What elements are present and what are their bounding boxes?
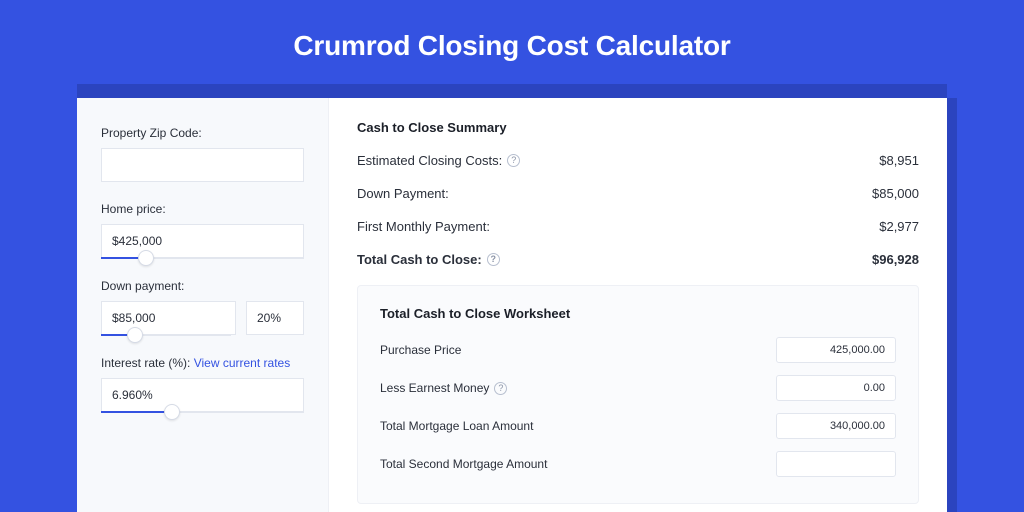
down-payment-field: Down payment: — [101, 279, 304, 336]
home-price-input[interactable] — [101, 224, 304, 258]
worksheet-title: Total Cash to Close Worksheet — [380, 306, 896, 321]
down-payment-pct-input[interactable] — [246, 301, 304, 335]
zip-label: Property Zip Code: — [101, 126, 304, 140]
view-rates-link[interactable]: View current rates — [194, 356, 291, 370]
calculator-card: Property Zip Code: Home price: Down paym… — [77, 98, 947, 512]
home-price-slider-thumb[interactable] — [138, 250, 154, 266]
help-icon[interactable]: ? — [487, 253, 500, 266]
summary-row-value: $96,928 — [872, 252, 919, 267]
help-icon[interactable]: ? — [507, 154, 520, 167]
worksheet-row: Less Earnest Money? — [380, 375, 896, 401]
worksheet-row-label: Total Second Mortgage Amount — [380, 457, 547, 471]
worksheet-row-label: Purchase Price — [380, 343, 461, 357]
help-icon[interactable]: ? — [494, 382, 507, 395]
worksheet-card: Total Cash to Close Worksheet Purchase P… — [357, 285, 919, 504]
home-price-field: Home price: — [101, 202, 304, 259]
interest-rate-label: Interest rate (%): View current rates — [101, 356, 304, 370]
home-price-label: Home price: — [101, 202, 304, 216]
results-panel: Cash to Close Summary Estimated Closing … — [329, 98, 947, 512]
summary-row-label: Estimated Closing Costs:? — [357, 153, 520, 168]
down-payment-slider-thumb[interactable] — [127, 327, 143, 343]
interest-rate-label-text: Interest rate (%): — [101, 356, 190, 370]
summary-row-value: $85,000 — [872, 186, 919, 201]
home-price-slider[interactable] — [101, 257, 304, 259]
worksheet-row-label: Total Mortgage Loan Amount — [380, 419, 533, 433]
interest-rate-slider-fill — [101, 411, 172, 413]
worksheet-row-input[interactable] — [776, 413, 896, 439]
worksheet-row: Total Mortgage Loan Amount — [380, 413, 896, 439]
summary-row: Estimated Closing Costs:? $8,951 — [357, 153, 919, 168]
summary-row-label: First Monthly Payment: — [357, 219, 490, 234]
interest-rate-field: Interest rate (%): View current rates — [101, 356, 304, 413]
zip-field: Property Zip Code: — [101, 126, 304, 182]
zip-input[interactable] — [101, 148, 304, 182]
card-top-shadow — [77, 84, 947, 98]
worksheet-row-input[interactable] — [776, 451, 896, 477]
summary-row: Down Payment: $85,000 — [357, 186, 919, 201]
summary-row-value: $2,977 — [879, 219, 919, 234]
summary-row: Total Cash to Close:? $96,928 — [357, 252, 919, 267]
summary-row-label: Down Payment: — [357, 186, 449, 201]
summary-row: First Monthly Payment: $2,977 — [357, 219, 919, 234]
interest-rate-slider[interactable] — [101, 411, 304, 413]
down-payment-input[interactable] — [101, 301, 236, 335]
summary-row-value: $8,951 — [879, 153, 919, 168]
interest-rate-input[interactable] — [101, 378, 304, 412]
worksheet-row-input[interactable] — [776, 375, 896, 401]
worksheet-row-label: Less Earnest Money? — [380, 381, 507, 395]
down-payment-label: Down payment: — [101, 279, 304, 293]
inputs-panel: Property Zip Code: Home price: Down paym… — [77, 98, 329, 512]
summary-row-label: Total Cash to Close:? — [357, 252, 500, 267]
page-title: Crumrod Closing Cost Calculator — [0, 0, 1024, 84]
worksheet-row: Purchase Price — [380, 337, 896, 363]
down-payment-slider[interactable] — [101, 334, 231, 336]
worksheet-row-input[interactable] — [776, 337, 896, 363]
worksheet-row: Total Second Mortgage Amount — [380, 451, 896, 477]
summary-title: Cash to Close Summary — [357, 120, 919, 135]
interest-rate-slider-thumb[interactable] — [164, 404, 180, 420]
